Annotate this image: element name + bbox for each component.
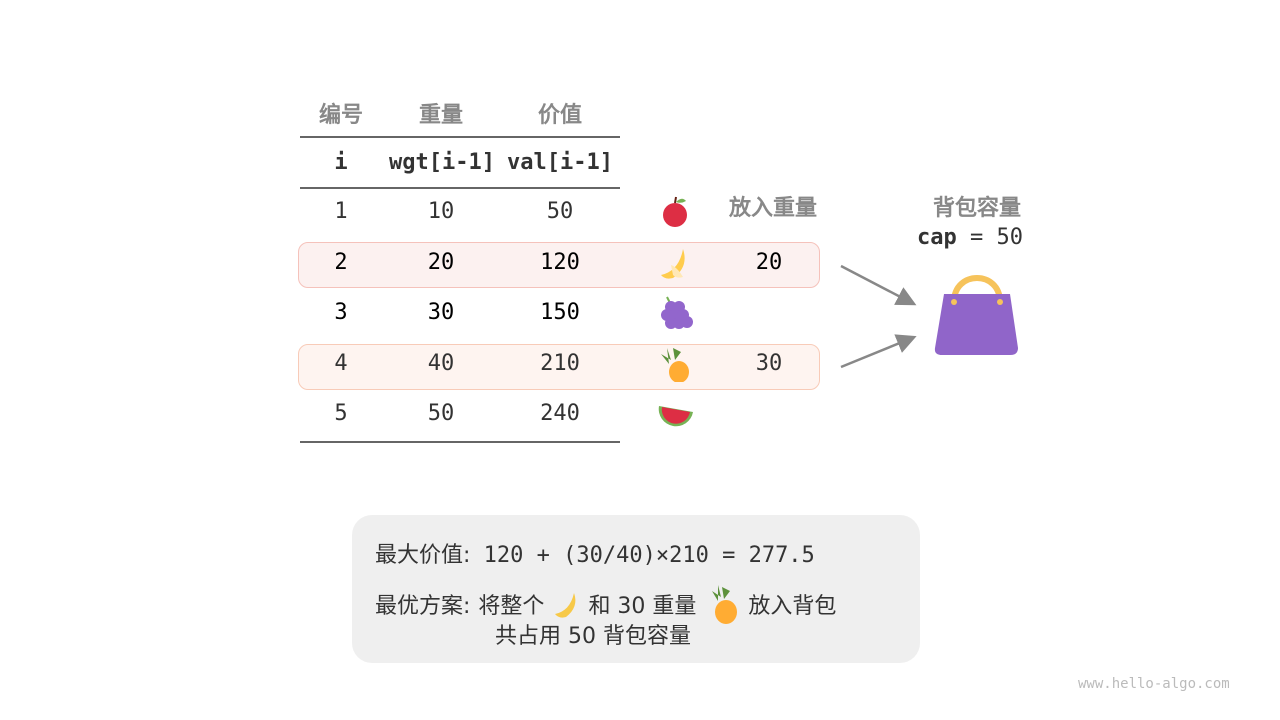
arrow-banana — [840, 264, 917, 306]
plan-part2: 和 30 重量 — [588, 594, 697, 619]
plan-part1: 将整个 — [478, 594, 545, 619]
header-val: val[i-1] — [507, 150, 613, 175]
row-weight: 10 — [427, 199, 455, 224]
row-put-weight: 30 — [755, 351, 783, 376]
banana-icon — [661, 249, 685, 279]
row-index: 3 — [334, 300, 348, 325]
banana-icon — [555, 593, 576, 618]
top-rule — [300, 136, 620, 138]
watermark: www.hello-algo.com — [1078, 676, 1230, 692]
pineapple-icon — [712, 585, 738, 624]
highlight-row-4 — [298, 344, 820, 390]
header-weight: 重量 — [418, 103, 463, 128]
apple-icon — [663, 196, 687, 227]
plan-label: 最优方案: — [375, 594, 471, 619]
plan-line: 最优方案: 将整个 和 30 重量 放入背包 — [375, 583, 836, 625]
max-value-label: 最大价值: — [375, 543, 471, 568]
header-wgt: wgt[i-1] — [389, 150, 495, 175]
plan-line2-part2: 背包容量 — [602, 624, 691, 649]
header-i: i — [334, 150, 348, 175]
bottom-rule — [300, 441, 620, 443]
header-id: 编号 — [318, 103, 363, 128]
row-weight: 50 — [427, 401, 455, 426]
handbag-icon — [934, 275, 1018, 355]
row-weight: 30 — [427, 300, 455, 325]
arrows — [840, 264, 917, 369]
row-index: 1 — [334, 199, 348, 224]
row-weight: 20 — [427, 250, 455, 275]
watermelon-icon — [658, 406, 693, 427]
row-value: 150 — [540, 300, 580, 325]
row-index: 4 — [334, 351, 348, 376]
row-value: 240 — [540, 401, 580, 426]
row-index: 2 — [334, 250, 348, 275]
plan-line-2: 共占用 50 背包容量 — [495, 618, 691, 650]
row-weight: 40 — [427, 351, 455, 376]
row-value: 50 — [546, 199, 574, 224]
max-value-line: 最大价值: 120 + (30/40)×210 = 277.5 — [375, 537, 815, 569]
cap-value: = 50 — [970, 225, 1023, 250]
header-put-weight: 放入重量 — [728, 196, 817, 221]
plan-line2-part1: 共占用 50 — [495, 624, 603, 649]
row-put-weight: 20 — [755, 250, 783, 275]
highlight-row-2 — [298, 242, 820, 288]
row-value: 210 — [540, 351, 580, 376]
plan-part3: 放入背包 — [748, 594, 837, 619]
pineapple-icon — [661, 348, 689, 382]
arrow-pineapple — [840, 334, 917, 369]
bag-capacity: cap = 50 — [917, 225, 1023, 250]
summary-box — [352, 515, 920, 663]
cap-label: cap — [917, 225, 957, 250]
mid-rule — [300, 187, 620, 189]
grapes-icon — [661, 296, 693, 329]
max-value-expr: 120 + (30/40)×210 = 277.5 — [483, 543, 815, 568]
header-value: 价值 — [537, 103, 582, 128]
bag-title: 背包容量 — [932, 196, 1021, 221]
row-value: 120 — [540, 250, 580, 275]
row-index: 5 — [334, 401, 348, 426]
